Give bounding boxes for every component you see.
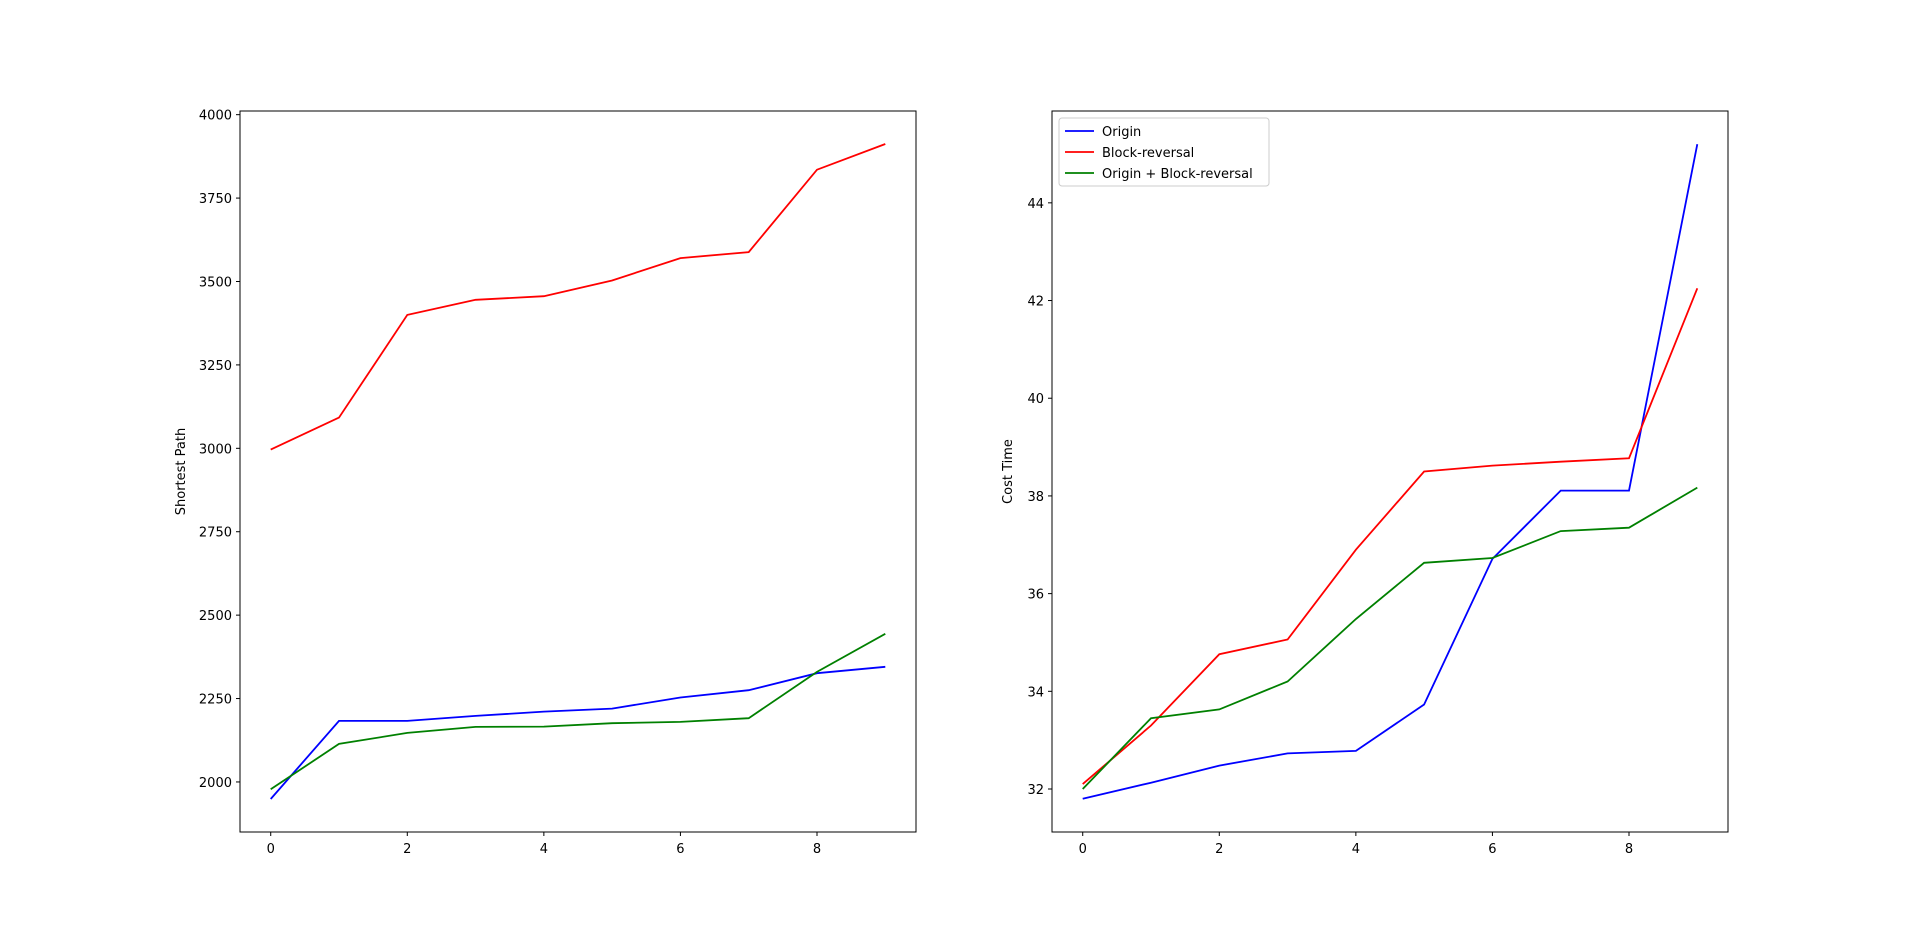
series-line-block-reversal	[1082, 287, 1699, 785]
y-tick-label: 2500	[199, 609, 232, 624]
y-tick-label: 3250	[199, 359, 232, 374]
legend-label: Origin	[1102, 125, 1141, 140]
legend-label: Origin + Block-reversal	[1102, 167, 1253, 182]
y-tick-label: 2750	[199, 526, 232, 541]
x-tick-label: 0	[1079, 842, 1087, 857]
series-line-origin	[1082, 144, 1699, 800]
series-line-origin-block-reversal	[270, 633, 886, 791]
x-tick-label: 2	[1215, 842, 1223, 857]
y-axis-label: Cost Time	[1001, 439, 1016, 504]
subplot-2: 0 2 4 6 8 32 34 36 38 40 42 44 Cost Time Origin Block-…	[1001, 110, 1729, 857]
axes-frame	[239, 110, 917, 833]
subplot-1: 0 2 4 6 8 2000 2250 2500 2750 3000 3250 3500 3750 400…	[174, 109, 917, 857]
legend-label: Block-reversal	[1102, 146, 1194, 161]
x-tick-label: 0	[267, 842, 275, 857]
y-tick-label: 40	[1027, 392, 1044, 407]
x-tick-label: 6	[1488, 842, 1496, 857]
x-tick-label: 8	[1625, 842, 1633, 857]
y-tick-label: 3500	[199, 275, 232, 290]
y-tick-label: 36	[1027, 588, 1044, 603]
legend: Origin Block-reversal Origin + Block-rever…	[1058, 117, 1270, 187]
y-tick-label: 44	[1027, 197, 1044, 212]
y-tick-label: 4000	[199, 109, 232, 124]
x-tick-label: 6	[676, 842, 684, 857]
x-tick-label: 4	[540, 842, 548, 857]
y-axis-label: Shortest Path	[174, 428, 189, 515]
series-line-origin-block-reversal	[1082, 486, 1698, 790]
x-tick-label: 2	[403, 842, 411, 857]
x-tick-label: 8	[813, 842, 821, 857]
y-tick-label: 34	[1027, 685, 1044, 700]
y-tick-label: 2000	[199, 776, 232, 791]
series-line-origin	[270, 665, 886, 800]
y-tick-label: 32	[1027, 783, 1044, 798]
y-tick-label: 3000	[199, 442, 232, 457]
y-tick-label: 38	[1027, 490, 1044, 505]
y-tick-label: 3750	[199, 192, 232, 207]
y-tick-label: 42	[1027, 295, 1044, 310]
axes-frame	[1051, 110, 1729, 833]
x-tick-label: 4	[1352, 842, 1360, 857]
legend-box	[1058, 117, 1270, 187]
y-tick-label: 2250	[199, 693, 232, 708]
series-line-block-reversal	[270, 143, 886, 451]
